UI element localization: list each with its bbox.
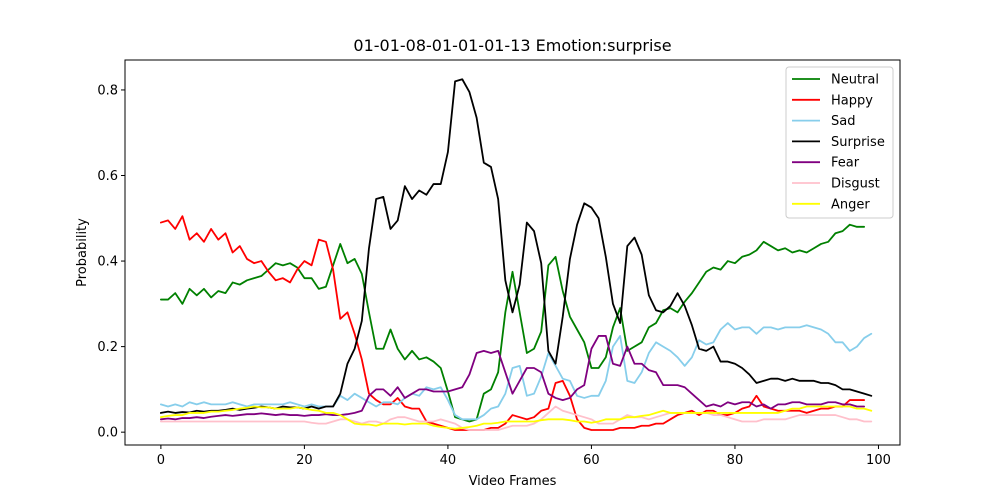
y-tick-label: 0.0 bbox=[97, 426, 118, 441]
y-tick-label: 0.8 bbox=[97, 83, 118, 98]
legend-label-happy: Happy bbox=[831, 93, 873, 108]
legend-label-disgust: Disgust bbox=[831, 177, 880, 192]
x-axis-title: Video Frames bbox=[469, 474, 557, 489]
plot-frame bbox=[125, 60, 900, 445]
x-tick-label: 100 bbox=[866, 453, 891, 468]
y-tick-label: 0.2 bbox=[97, 340, 118, 355]
x-tick-label: 20 bbox=[296, 453, 313, 468]
legend-label-anger: Anger bbox=[831, 197, 870, 212]
y-tick-label: 0.6 bbox=[97, 169, 118, 184]
y-axis-title: Probability bbox=[75, 218, 90, 287]
legend-label-fear: Fear bbox=[831, 156, 860, 171]
legend-label-sad: Sad bbox=[831, 114, 855, 129]
x-tick-label: 0 bbox=[157, 453, 165, 468]
y-axis-ticks: 0.0 0.2 0.4 0.6 0.8 bbox=[97, 83, 125, 440]
plot-area bbox=[125, 60, 900, 445]
x-axis-ticks: 0 20 40 60 80 100 bbox=[157, 445, 891, 468]
chart-title: 01-01-08-01-01-01-13 Emotion:surprise bbox=[353, 36, 671, 55]
x-tick-label: 60 bbox=[583, 453, 600, 468]
legend-label-surprise: Surprise bbox=[831, 135, 885, 150]
x-tick-label: 40 bbox=[440, 453, 457, 468]
x-tick-label: 80 bbox=[727, 453, 744, 468]
legend-label-neutral: Neutral bbox=[831, 73, 879, 88]
legend: Neutral Happy Sad Surprise Fear Disgust Anger bbox=[786, 67, 893, 218]
y-tick-label: 0.4 bbox=[97, 255, 118, 270]
